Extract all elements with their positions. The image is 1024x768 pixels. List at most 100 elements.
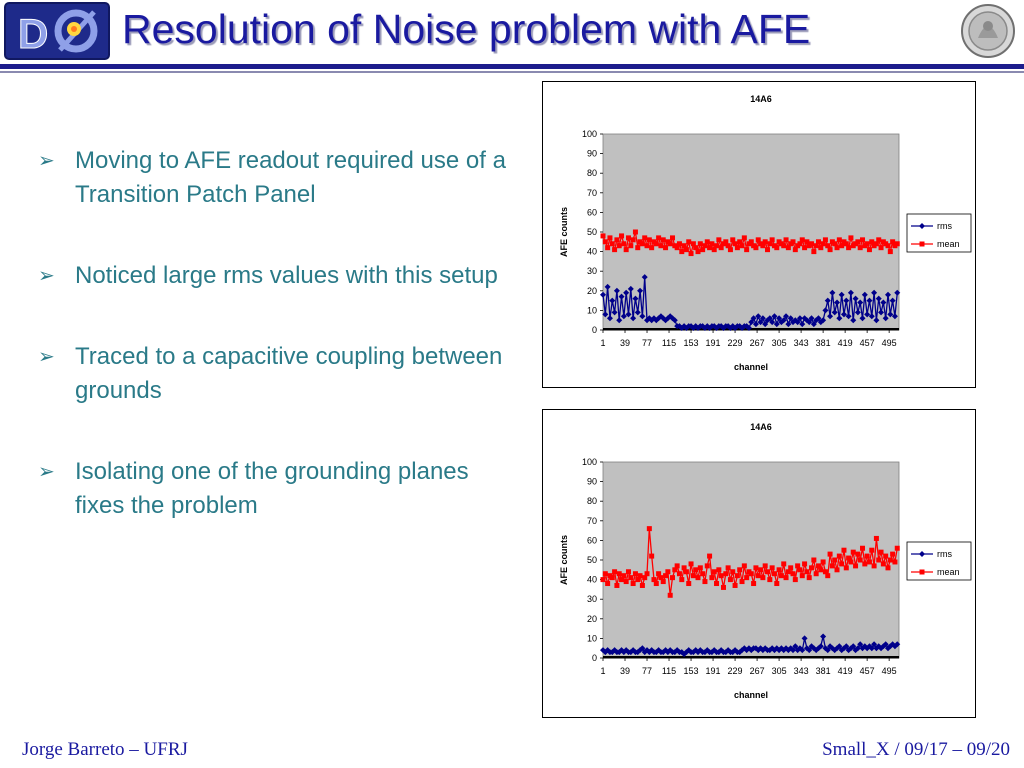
data-point-rms [815,315,822,322]
data-point-mean [683,247,689,253]
data-point-mean [873,241,879,247]
data-point-rms [600,291,606,298]
data-point-rms [854,645,861,652]
data-point-mean [686,581,692,587]
data-point-rms [727,325,734,332]
data-point-rms [871,641,878,648]
data-point-mean [822,237,828,243]
data-point-mean [734,573,740,579]
data-point-rms [829,289,836,296]
data-point-mean [619,233,625,239]
data-point-rms [852,295,859,302]
data-point-rms [817,319,824,326]
data-point-mean [711,569,717,575]
data-point-rms [692,647,699,654]
data-point-mean [760,575,766,581]
y-axis-label: AFE counts [559,535,569,585]
data-point-mean [681,243,687,249]
data-point-mean [635,577,641,583]
data-point-mean [885,565,891,571]
data-point-mean [723,571,729,577]
data-point-rms [769,319,776,326]
data-point-mean [767,241,773,247]
data-point-rms [618,293,625,300]
data-point-rms [776,315,783,322]
data-point-mean [811,249,817,255]
x-tick-label: 229 [728,666,743,676]
data-point-mean [822,569,828,575]
data-point-rms [843,297,850,304]
data-point-mean [848,559,854,565]
y-tick-label: 70 [587,188,597,198]
data-point-mean [771,571,777,577]
data-point-mean [818,567,824,573]
data-point-rms [632,295,639,302]
data-point-rms [697,647,704,654]
x-tick-label: 267 [750,338,765,348]
data-point-rms [660,649,667,656]
x-tick-label: 457 [860,666,875,676]
data-point-mean [774,581,780,587]
data-point-rms [887,311,894,318]
data-point-rms [810,321,817,328]
y-tick-label: 20 [587,614,597,624]
x-tick-label: 77 [642,338,652,348]
data-point-mean [679,249,685,255]
data-point-mean [616,243,622,249]
data-point-mean [848,235,854,241]
data-point-mean [804,239,810,245]
data-point-rms [711,323,718,330]
data-point-mean [727,247,733,253]
data-point-rms [722,649,729,656]
data-point-rms [639,313,646,320]
legend-box [906,213,972,253]
page-title: Resolution of Noise problem with AFE [122,6,811,52]
data-point-mean [797,567,803,573]
x-tick-label: 229 [728,338,743,348]
data-point-rms [889,641,896,648]
data-point-rms [678,325,685,332]
data-point-mean [894,545,900,551]
data-point-mean [832,241,838,247]
data-point-mean [693,567,699,573]
data-point-mean [607,235,613,241]
data-point-mean [802,561,808,567]
data-point-mean [688,561,694,567]
header-rule-thin [0,71,1024,73]
x-axis-label: channel [734,690,768,700]
data-point-rms [868,645,875,652]
data-point-mean [676,571,682,577]
data-point-mean [697,241,703,247]
svg-text:D: D [18,10,48,57]
data-point-mean [723,239,729,245]
data-point-mean [660,579,666,585]
data-point-mean [774,245,780,251]
legend-label-rms: rms [937,221,952,231]
data-point-mean [630,237,636,243]
data-point-rms [845,313,852,320]
data-point-mean [707,553,713,559]
data-point-mean [720,584,726,590]
y-tick-label: 0 [592,325,597,335]
data-point-rms [618,647,625,654]
data-point-rms [884,291,891,298]
x-tick-label: 153 [684,338,699,348]
data-point-mean [788,565,794,571]
data-point-mean [741,235,747,241]
data-point-mean [686,239,692,245]
data-point-rms [671,317,678,324]
data-point-mean [623,247,629,253]
data-point-rms [718,647,725,654]
data-point-rms [783,645,790,652]
data-point-rms [854,309,861,316]
y-tick-label: 90 [587,477,597,487]
data-point-rms [743,323,750,330]
data-point-mean [792,247,798,253]
x-tick-label: 153 [684,666,699,676]
data-point-rms [878,645,885,652]
data-point-mean [802,245,808,251]
data-point-mean [783,575,789,581]
data-point-mean [769,565,775,571]
data-point-rms [627,649,634,656]
data-point-rms [759,315,766,322]
